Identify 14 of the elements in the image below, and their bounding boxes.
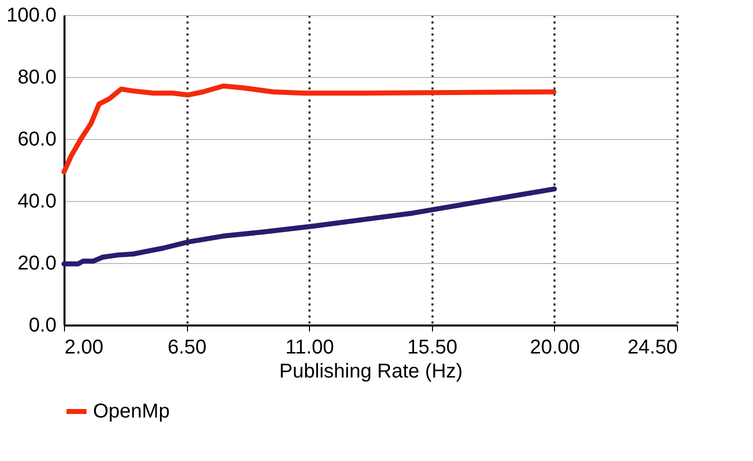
x-tick-label: 2.00 [64,336,104,358]
y-tick-label: 20.0 [18,252,56,274]
x-tick-label: 20.00 [530,336,580,358]
y-tick-label: 40.0 [18,190,56,212]
x-tick-label: 15.50 [407,336,458,358]
x-tick-label: 24.50 [627,336,678,358]
x-axis-title: Publishing Rate (Hz) [279,360,463,382]
y-tick-label: 0.0 [28,314,56,336]
y-tick-label: 60.0 [18,128,56,150]
x-tick-label: 6.50 [168,336,207,358]
y-tick-label: 100.0 [6,4,56,26]
legend-label: OpenMp [93,400,170,422]
x-tick-label: 11.00 [285,336,334,358]
y-tick-label: 80.0 [18,66,56,88]
